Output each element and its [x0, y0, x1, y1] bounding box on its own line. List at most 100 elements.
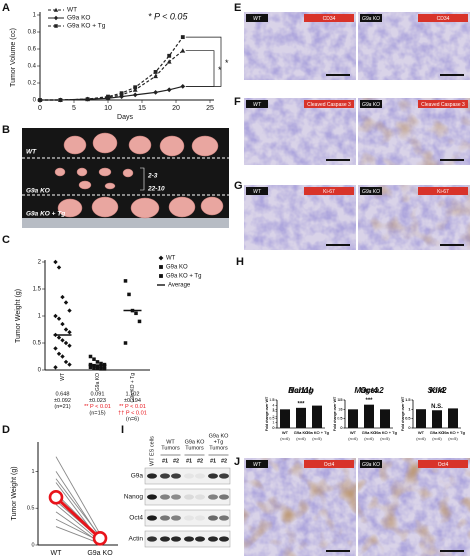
marker [67, 362, 72, 367]
x-tick-label: G9a KO [87, 550, 113, 557]
y-tick-label: 0.5 [337, 417, 342, 421]
marker [58, 98, 63, 102]
pair-line [55, 456, 101, 535]
stat-label: (n=15) [89, 410, 105, 416]
tumor [191, 135, 219, 157]
significance: N.S. [431, 404, 443, 410]
band [147, 494, 157, 500]
significance: *** [365, 420, 373, 426]
n-label: (n=6) [296, 436, 306, 441]
n-label: (n=6) [280, 436, 290, 441]
x-tick-label: G9a KO [362, 430, 376, 435]
row-label: Oct4 [129, 515, 143, 522]
tumor [57, 198, 83, 218]
band [160, 515, 170, 521]
chart-title: Magea2 [354, 386, 384, 395]
image-label: WT [253, 189, 262, 195]
significance: *** [297, 401, 305, 407]
bracket-label: * [218, 65, 222, 75]
marker [132, 92, 138, 98]
bracket [140, 167, 145, 191]
stat-label: †† P < 0.01 [118, 410, 147, 416]
label-box [304, 100, 354, 108]
marker [153, 70, 158, 74]
marker [99, 361, 103, 366]
x-tick-label: 10 [104, 105, 112, 112]
marker [180, 48, 186, 53]
image-label: G9a KO [362, 189, 380, 195]
group-header: G9a KO [185, 439, 206, 445]
y-axis-label: Fold change over WT [333, 396, 337, 431]
panel-label: E [234, 2, 241, 14]
band [208, 473, 218, 479]
stat-label: ±0.194 [124, 398, 141, 404]
lane-header: WT ES cells [149, 436, 155, 466]
marker [166, 59, 172, 64]
marker [56, 351, 62, 356]
marker [102, 367, 107, 371]
panel-label: I [121, 424, 124, 436]
tumor [130, 197, 160, 219]
y-tick-label: 0.5 [27, 506, 35, 512]
marker [63, 327, 69, 332]
x-tick-label: G9a KO + Tg [305, 430, 329, 435]
tumor [104, 182, 116, 190]
bracket [185, 50, 215, 87]
stain-label: Ki-67 [323, 189, 335, 195]
y-tick-label: 10 [338, 407, 342, 411]
significance: *** [365, 398, 373, 404]
chart-title: Nanog [289, 386, 314, 395]
significance: *** [297, 415, 305, 421]
band [147, 473, 157, 479]
band [160, 473, 170, 479]
lane-label: #1 [186, 458, 192, 464]
bar [280, 409, 290, 428]
legend-marker [53, 7, 59, 12]
panel-label: H [236, 256, 244, 268]
marker [95, 360, 100, 364]
band [219, 473, 229, 479]
band [171, 515, 181, 521]
band [219, 515, 229, 521]
panel-label: C [2, 234, 10, 246]
y-axis-label: Fold change over WT [401, 396, 405, 431]
marker [153, 73, 158, 79]
y-tick-label: 0.5 [405, 417, 410, 421]
y-tick-label: 0.5 [269, 417, 274, 421]
band [147, 515, 157, 521]
panel-label: F [234, 96, 241, 108]
legend-marker [159, 274, 163, 278]
tumor [159, 135, 185, 157]
image-label: G9a KO [362, 16, 380, 22]
label-box [246, 460, 268, 468]
y-tick-label: 0 [31, 542, 34, 548]
tumor [128, 135, 152, 155]
y-tick-label: 0.6 [28, 47, 37, 53]
bar [296, 407, 306, 428]
lane-label: #2 [173, 458, 179, 464]
label-box [360, 460, 382, 468]
bar [448, 408, 458, 428]
image-label: WT [253, 462, 262, 468]
y-tick-label: 0 [408, 426, 410, 430]
marker [38, 98, 42, 102]
blot-strip [144, 509, 231, 527]
y-axis-label: Fold change over WT [401, 396, 405, 431]
y-tick-label: 0 [272, 426, 274, 430]
marker [67, 330, 72, 335]
x-axis-label: Days [117, 114, 133, 121]
marker [132, 87, 138, 92]
chart-title: Oct4 [360, 386, 378, 395]
marker [63, 340, 69, 346]
n-label: (n=6) [416, 436, 426, 441]
label-box [304, 14, 354, 22]
marker [167, 53, 172, 58]
photo-label: 22-10 [147, 186, 165, 193]
marker [99, 367, 103, 371]
stat-label: (n=21) [54, 404, 70, 410]
label-box [304, 187, 354, 195]
x-tick-label: G9a KO [430, 430, 444, 435]
n-label: (n=6) [364, 436, 374, 441]
x-tick-label: 0 [38, 105, 42, 112]
x-tick-label: WT [282, 430, 289, 435]
